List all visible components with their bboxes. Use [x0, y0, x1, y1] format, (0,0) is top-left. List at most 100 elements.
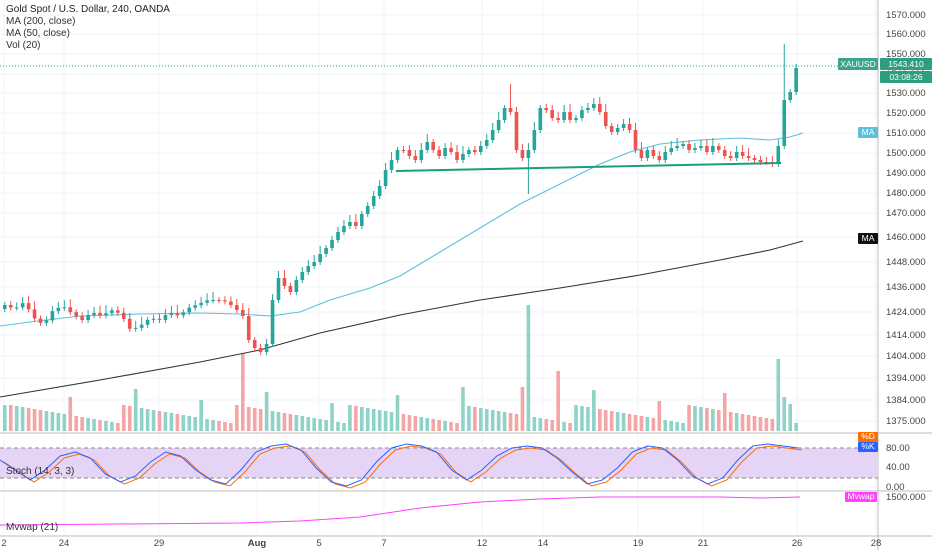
- countdown-tag: 03:08:26: [889, 72, 922, 82]
- volume-bar: [538, 418, 543, 431]
- volume-bar: [306, 417, 311, 431]
- candle-body: [199, 302, 203, 306]
- volume-bar: [229, 423, 233, 431]
- volume-legend[interactable]: Vol (20): [6, 40, 41, 51]
- candle-body: [479, 146, 483, 152]
- volume-bar: [675, 422, 679, 431]
- candle-body: [645, 150, 650, 158]
- candle-body: [609, 126, 614, 132]
- candle-body: [484, 140, 489, 146]
- volume-bar: [740, 414, 745, 431]
- candle-body: [461, 154, 465, 160]
- candle-body: [371, 196, 376, 206]
- volume-bar: [50, 412, 55, 431]
- candle-body: [752, 158, 757, 160]
- date-tick-label: Aug: [248, 538, 267, 549]
- candle-body: [157, 318, 162, 320]
- volume-bar: [496, 411, 501, 431]
- candle-body: [342, 226, 346, 232]
- symbol-tag-bg: [838, 58, 878, 70]
- volume-bar: [401, 414, 406, 431]
- mvwap-legend[interactable]: Mvwap (21): [6, 522, 59, 533]
- price-tick-label: 1480.000: [886, 188, 926, 199]
- candle-body: [431, 142, 435, 150]
- candle-body: [241, 310, 245, 316]
- volume-bar: [598, 409, 602, 431]
- date-tick-label: 24: [59, 538, 70, 549]
- volume-bar: [199, 400, 203, 431]
- candle-body: [229, 301, 233, 306]
- volume-bar: [330, 403, 334, 431]
- candle-body: [562, 112, 566, 120]
- candle-body: [514, 112, 519, 150]
- symbol-title[interactable]: Gold Spot / U.S. Dollar, 240, OANDA: [6, 4, 170, 15]
- volume-bar: [562, 422, 566, 431]
- stoch-legend[interactable]: Stoch (14, 3, 3): [6, 466, 75, 477]
- candle-body: [312, 262, 316, 266]
- stoch-d-line: [3, 445, 803, 489]
- candle-body: [74, 312, 78, 317]
- candle-body: [425, 142, 430, 150]
- candle-body: [365, 206, 370, 214]
- price-tick-label: 1490.000: [886, 168, 926, 179]
- price-tick-label: 1448.000: [886, 257, 926, 268]
- candle-body: [449, 148, 453, 152]
- volume-bar: [44, 411, 49, 431]
- candle-body: [258, 348, 263, 352]
- candle-body: [598, 104, 602, 112]
- volume-bar: [580, 406, 584, 431]
- candle-body: [603, 112, 608, 126]
- candle-body: [8, 305, 13, 308]
- candle-body: [401, 150, 406, 151]
- price-tick-label: 1460.000: [886, 232, 926, 243]
- date-tick-label: 26: [792, 538, 803, 549]
- volume-bar: [14, 406, 19, 431]
- ma50-legend[interactable]: MA (50, close): [6, 28, 70, 39]
- candle-body: [717, 146, 721, 150]
- price-tick-label: 1550.000: [886, 49, 926, 60]
- volume-bar: [127, 406, 132, 431]
- candle-body: [163, 315, 168, 320]
- volume-bar: [175, 414, 180, 431]
- volume-bar: [574, 405, 578, 431]
- ma200-line: [0, 240, 804, 398]
- candle-body: [544, 108, 549, 110]
- volume-bar: [348, 405, 352, 431]
- volume-bar: [205, 419, 209, 431]
- volume-bar: [615, 412, 620, 431]
- candle-body: [223, 300, 227, 302]
- volume-bar: [479, 408, 483, 431]
- volume-bar: [157, 411, 162, 431]
- volume-bar: [365, 408, 370, 431]
- volume-bar: [407, 415, 412, 431]
- price-tag-bg: [880, 58, 932, 70]
- stoch-tick-label: 80.00: [886, 443, 910, 454]
- volume-bar: [609, 411, 614, 431]
- volume-bar: [449, 422, 453, 431]
- candle-body: [306, 266, 311, 272]
- volume-bar: [246, 407, 251, 431]
- price-tick-label: 1560.000: [886, 29, 926, 40]
- mvwap-tick-label: 1500.000: [886, 492, 926, 503]
- volume-bar: [193, 417, 197, 431]
- volume-bar: [484, 409, 489, 431]
- candle-body: [324, 248, 328, 254]
- volume-bar: [669, 421, 673, 431]
- volume-bar: [395, 395, 400, 431]
- ma200-legend[interactable]: MA (200, close): [6, 16, 76, 27]
- volume-bar: [717, 410, 721, 431]
- volume-bar: [764, 418, 769, 431]
- candle-body: [734, 152, 739, 158]
- candle-body: [574, 118, 578, 120]
- candle-body: [62, 307, 67, 309]
- candle-body: [705, 146, 709, 152]
- candle-body: [56, 307, 61, 312]
- ma200-path: [0, 240, 804, 398]
- candle-body: [104, 313, 108, 316]
- volume-bar: [645, 417, 650, 431]
- price-tick-label: 1510.000: [886, 128, 926, 139]
- candle-body: [520, 150, 525, 158]
- candle-body: [246, 316, 251, 340]
- volume-bar: [312, 418, 316, 431]
